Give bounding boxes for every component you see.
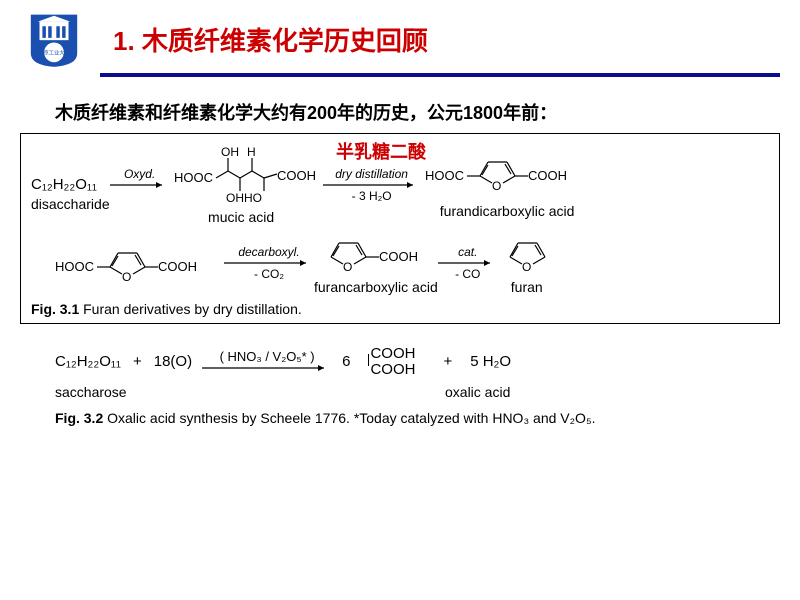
arrow-label-cat-top: cat. <box>458 246 477 258</box>
svg-text:O: O <box>522 260 531 274</box>
figure-3-1-box: 半乳糖二酸 C₁₂H₂₂O₁₁ disaccharide Oxyd. HOOC … <box>20 133 780 324</box>
furan-label: furan <box>511 279 543 295</box>
arrow-oxyd: Oxyd. <box>110 168 170 202</box>
fig-3-1-caption-text: Furan derivatives by dry distillation. <box>79 301 302 317</box>
svg-text:HOOC: HOOC <box>55 259 94 274</box>
fig-3-2-caption-bold: Fig. 3.2 <box>55 410 103 426</box>
reaction-row-1: 半乳糖二酸 C₁₂H₂₂O₁₁ disaccharide Oxyd. HOOC … <box>31 144 769 225</box>
oxidant: 18(O) <box>154 353 192 370</box>
arrow-label-cat-bot: - CO <box>455 268 480 280</box>
fca-label: furancarboxylic acid <box>314 279 438 295</box>
arrow-label-decarb-bot: - CO₂ <box>254 268 284 280</box>
svg-text:OH: OH <box>221 145 239 159</box>
mucic-acid-structure: HOOC COOH OH H OHHO <box>174 144 319 206</box>
saccharose-formula: C₁₂H₂₂O₁₁ <box>55 353 121 370</box>
fig-3-1-caption-bold: Fig. 3.1 <box>31 301 79 317</box>
fig2-reaction-row: C₁₂H₂₂O₁₁ + 18(O) ( HNO₃ / V₂O₅* ) 6 COO… <box>55 346 775 378</box>
university-logo-icon: 南京工业大学 <box>25 10 83 68</box>
saccharose-label: saccharose <box>55 384 135 400</box>
coeff-6: 6 <box>342 353 350 370</box>
slide-title: 1. 木质纤维素化学历史回顾 <box>113 21 428 58</box>
svg-text:O: O <box>343 260 352 274</box>
fig-3-2-caption: Fig. 3.2 Oxalic acid synthesis by Scheel… <box>55 410 775 426</box>
svg-text:COOH: COOH <box>158 259 197 274</box>
figure-3-2-area: C₁₂H₂₂O₁₁ + 18(O) ( HNO₃ / V₂O₅* ) 6 COO… <box>55 346 775 426</box>
disaccharide-formula: C₁₂H₂₂O₁₁ <box>31 176 97 193</box>
oxalic-structure: COOH COOH <box>370 346 415 378</box>
svg-text:O: O <box>492 179 501 193</box>
arrow-decarboxyl: decarboxyl. - CO₂ <box>224 246 314 280</box>
fig-3-1-caption: Fig. 3.1 Furan derivatives by dry distil… <box>31 301 769 317</box>
red-annotation: 半乳糖二酸 <box>336 138 426 164</box>
disaccharide-label: disaccharide <box>31 196 110 212</box>
arrow-cat: cat. - CO <box>438 246 498 280</box>
water-product: 5 H₂O <box>470 353 511 370</box>
svg-text:COOH: COOH <box>379 249 418 264</box>
oxalic-label: oxalic acid <box>445 384 510 400</box>
svg-text:HOOC: HOOC <box>425 168 464 183</box>
plus-1: + <box>133 353 142 370</box>
fdca-structure: HOOC O COOH <box>425 150 590 200</box>
fig2-labels-row: saccharose oxalic acid <box>55 384 775 400</box>
arrow-label-drydist-bot: - 3 H₂O <box>352 190 392 202</box>
header-divider <box>100 73 780 77</box>
svg-text:OHHO: OHHO <box>226 191 262 205</box>
arrow-label-decarb-top: decarboxyl. <box>238 246 299 258</box>
fig-3-2-caption-text: Oxalic acid synthesis by Scheele 1776. *… <box>103 410 595 426</box>
fca-structure: O COOH <box>321 231 431 276</box>
mucic-label: mucic acid <box>208 209 274 225</box>
arrow-label-oxyd: Oxyd. <box>124 168 155 180</box>
fdca-structure-2: HOOC O COOH <box>55 241 220 286</box>
arrow-label-reagent: ( HNO₃ / V₂O₅* ) <box>220 350 315 363</box>
arrow-label-drydist-top: dry distillation <box>335 168 408 180</box>
svg-text:COOH: COOH <box>277 168 316 183</box>
arrow-hno3: ( HNO₃ / V₂O₅* ) <box>202 350 332 373</box>
svg-text:H: H <box>247 145 256 159</box>
svg-text:HOOC: HOOC <box>174 170 213 185</box>
furan-structure: O <box>502 231 552 276</box>
arrow-dry-distillation: dry distillation - 3 H₂O <box>323 168 421 202</box>
slide-subtitle: 木质纤维素和纤维素化学大约有200年的历史，公元1800年前： <box>55 99 800 125</box>
svg-text:O: O <box>122 270 131 284</box>
cooh-top: COOH <box>370 346 415 362</box>
plus-2: + <box>443 353 452 370</box>
slide-header: 南京工业大学 1. 木质纤维素化学历史回顾 <box>0 0 800 73</box>
fdca-label: furandicarboxylic acid <box>440 203 575 219</box>
reaction-row-2: HOOC O COOH decarboxyl. - CO₂ <box>31 231 769 295</box>
cooh-bot: COOH <box>370 361 415 378</box>
svg-text:COOH: COOH <box>528 168 567 183</box>
